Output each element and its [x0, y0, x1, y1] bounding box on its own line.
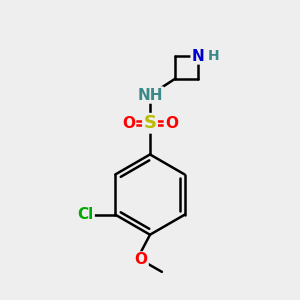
Text: NH: NH	[137, 88, 163, 103]
Text: Cl: Cl	[77, 207, 94, 222]
Text: H: H	[208, 50, 220, 63]
Text: O: O	[122, 116, 135, 131]
Text: O: O	[135, 253, 148, 268]
Text: O: O	[165, 116, 178, 131]
Text: S: S	[143, 114, 157, 132]
Text: N: N	[191, 49, 204, 64]
